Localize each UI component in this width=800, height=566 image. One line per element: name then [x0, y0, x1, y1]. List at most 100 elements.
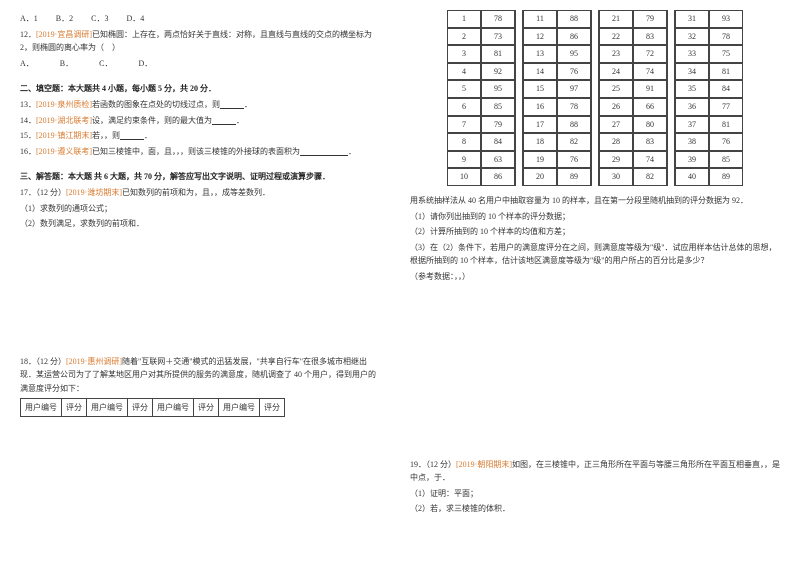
col-h8: 评分 [260, 398, 285, 417]
table-row: 963197629743985 [447, 151, 743, 169]
data-cell: 83 [633, 133, 667, 151]
col-h5: 用户编号 [153, 398, 194, 417]
q17-source: [2019·潍坊期末] [66, 188, 122, 197]
col-h3: 用户编号 [87, 398, 128, 417]
q12-a: A． [20, 59, 34, 68]
q17-1: （1）求数列的通项公式； [20, 202, 380, 216]
table-row: 381139523723375 [447, 45, 743, 63]
data-cell: 32 [675, 28, 709, 46]
table-row: 273128622833278 [447, 28, 743, 46]
gap-cell [667, 10, 675, 28]
exam-page: A．1 B．2 C．3 D．4 12．[2019·宜昌调研]已知椭圆：上存在，两… [0, 0, 800, 566]
data-cell: 85 [709, 151, 743, 169]
data-cell: 76 [557, 63, 591, 81]
table-row: 685167826663677 [447, 98, 743, 116]
data-cell: 82 [633, 168, 667, 186]
q17-2: （2）数列满足，求数列的前项和． [20, 217, 380, 231]
data-cell: 15 [523, 80, 557, 98]
q18-source: [2019·惠州调研] [66, 357, 122, 366]
q15-source: [2019·镇江期末] [36, 131, 92, 140]
q13-source: [2019·泉州质检] [36, 100, 92, 109]
gap-cell [591, 10, 599, 28]
q16-source: [2019·遵义联考] [36, 147, 92, 156]
data-cell: 95 [481, 80, 515, 98]
data-cell: 77 [709, 98, 743, 116]
data-cell: 85 [481, 98, 515, 116]
data-cell: 37 [675, 116, 709, 134]
data-cell: 14 [523, 63, 557, 81]
data-cell: 81 [481, 45, 515, 63]
data-cell: 63 [481, 151, 515, 169]
gap-cell [515, 10, 523, 28]
gap-cell [515, 63, 523, 81]
data-cell: 11 [523, 10, 557, 28]
data-cell: 79 [633, 10, 667, 28]
opt-b: B．2 [56, 14, 73, 23]
data-cell: 81 [709, 116, 743, 134]
q11-options: A．1 B．2 C．3 D．4 [20, 12, 380, 26]
col-h7: 用户编号 [219, 398, 260, 417]
data-cell: 74 [633, 63, 667, 81]
q16: 16．[2019·遵义联考]已知三棱锥中，面，且，，，则该三棱锥的外接球的表面积… [20, 145, 380, 159]
gap-cell [667, 63, 675, 81]
gap-cell [667, 116, 675, 134]
table-row: 779178827803781 [447, 116, 743, 134]
q12-options: A． B． C． D． [20, 57, 380, 71]
gap-cell [515, 80, 523, 98]
gap-cell [515, 151, 523, 169]
gap-cell [667, 133, 675, 151]
data-cell: 83 [633, 28, 667, 46]
data-cell: 31 [675, 10, 709, 28]
data-cell: 92 [481, 63, 515, 81]
col-h4: 评分 [128, 398, 153, 417]
gap-cell [667, 80, 675, 98]
q13: 13．[2019·泉州质检]若函数的图象在点处的切线过点，则 ． [20, 98, 380, 112]
data-cell: 17 [523, 116, 557, 134]
answer-space [20, 233, 380, 353]
gap-cell [515, 98, 523, 116]
data-cell: 1 [447, 10, 481, 28]
gap-cell [515, 28, 523, 46]
left-column: A．1 B．2 C．3 D．4 12．[2019·宜昌调研]已知椭圆：上存在，两… [0, 0, 400, 566]
q12-c: C． [99, 59, 112, 68]
data-cell: 39 [675, 151, 709, 169]
q19: 19．（12 分）[2019·朝阳期末]如图，在三棱锥中，正三角形所在平面与等腰… [410, 458, 780, 485]
gap-cell [515, 45, 523, 63]
data-cell: 25 [599, 80, 633, 98]
data-cell: 21 [599, 10, 633, 28]
gap-cell [667, 28, 675, 46]
gap-cell [591, 168, 599, 186]
data-cell: 27 [599, 116, 633, 134]
q12-source: [2019·宜昌调研] [36, 30, 92, 39]
r-p5: （参考数据：，，） [410, 270, 780, 284]
gap-cell [591, 133, 599, 151]
data-cell: 74 [633, 151, 667, 169]
data-cell: 13 [523, 45, 557, 63]
data-cell: 20 [523, 168, 557, 186]
col-h6: 评分 [194, 398, 219, 417]
data-cell: 12 [523, 28, 557, 46]
data-cell: 73 [481, 28, 515, 46]
gap-cell [591, 63, 599, 81]
data-cell: 29 [599, 151, 633, 169]
q18: 18．（12 分）[2019·惠州调研]随着"互联网＋交通"模式的迅猛发展，"共… [20, 355, 380, 396]
data-cell: 91 [633, 80, 667, 98]
r-p4: （3）在（2）条件下，若用户的满意度评分在之间，则满意度等级为"级"．试应用样本… [410, 241, 780, 268]
data-cell: 84 [709, 80, 743, 98]
data-cell: 7 [447, 116, 481, 134]
gap-cell [591, 151, 599, 169]
data-cell: 84 [481, 133, 515, 151]
data-cell: 79 [481, 116, 515, 134]
data-cell: 3 [447, 45, 481, 63]
gap-cell [591, 80, 599, 98]
data-cell: 28 [599, 133, 633, 151]
q19-1: （1）证明：平面； [410, 487, 780, 501]
opt-a: A．1 [20, 14, 38, 23]
q19-source: [2019·朝阳期末] [456, 460, 512, 469]
section3-heading: 三、解答题：本大题 共 6 大题，共 70 分，解答应写出文字说明、证明过程或演… [20, 170, 380, 184]
q17: 17．（12 分）[2019·潍坊期末]已知数列的前项和为，且，，成等差数列． [20, 186, 380, 200]
gap-cell [515, 133, 523, 151]
gap-cell [667, 151, 675, 169]
data-cell: 66 [633, 98, 667, 116]
data-cell: 86 [481, 168, 515, 186]
